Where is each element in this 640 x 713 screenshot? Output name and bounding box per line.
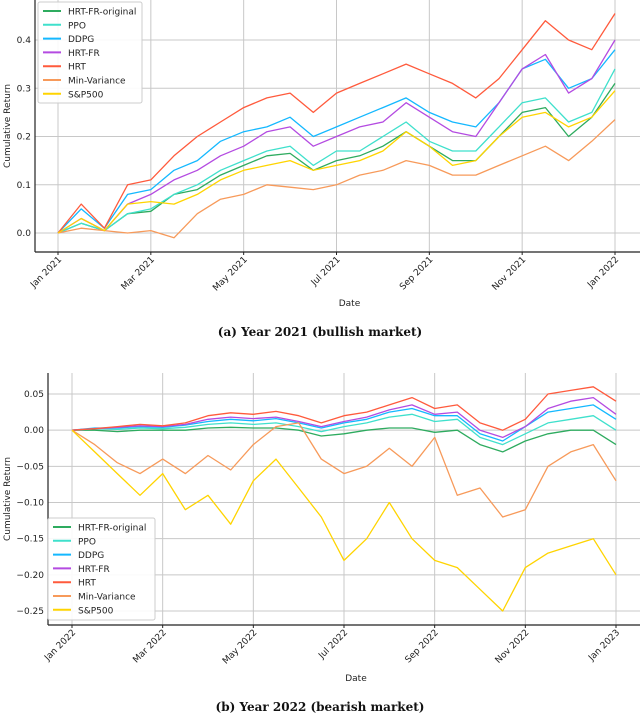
legend-label: HRT-FR-original bbox=[78, 524, 146, 534]
series-line-hrt bbox=[57, 13, 616, 234]
y-tick-label: 0.0 bbox=[17, 229, 32, 239]
legend-label: HRT bbox=[78, 579, 96, 589]
y-axis-label: Cumulative Return bbox=[3, 457, 13, 541]
y-tick-label: 0.3 bbox=[17, 84, 31, 94]
legend-label: HRT-FR bbox=[68, 49, 100, 59]
legend-label: Min-Variance bbox=[78, 593, 136, 603]
legend-label: S&P500 bbox=[68, 90, 104, 100]
y-axis-label: Cumulative Return bbox=[3, 84, 13, 168]
series-line-min-variance bbox=[71, 422, 617, 518]
legend-box bbox=[37, 1, 143, 104]
y-tick-label: −0.05 bbox=[16, 462, 44, 472]
legend: HRT-FR-original PPO DDPG HRT-FR HRT Min-Varia… bbox=[47, 517, 156, 621]
chart-2022: 0.05 0.00 −0.05 −0.10 −0.15 −0.20 −0.25 Jan 202… bbox=[3, 373, 640, 713]
series-line-s-p500 bbox=[57, 90, 616, 234]
y-tick-label: 0.4 bbox=[17, 36, 32, 46]
x-axis-label: Date bbox=[339, 299, 361, 309]
y-tick-label: 0.05 bbox=[24, 390, 44, 400]
series-line-min-variance bbox=[57, 119, 616, 239]
chart-caption: (b) Year 2022 (bearish market) bbox=[216, 700, 425, 713]
x-tick-label: Jan 2022 bbox=[585, 255, 621, 291]
x-axis-label: Date bbox=[345, 674, 367, 684]
legend-label: HRT-FR-original bbox=[68, 8, 136, 18]
x-tick-label: Nov 2022 bbox=[494, 628, 532, 666]
legend-label: DDPG bbox=[78, 551, 104, 561]
series-line-ppo bbox=[57, 68, 616, 234]
x-tick-label: Sep 2022 bbox=[403, 628, 440, 665]
y-tick-label: −0.20 bbox=[16, 571, 44, 581]
x-tick-label: May 2022 bbox=[221, 628, 259, 666]
x-tick-label: Jan 2022 bbox=[42, 628, 78, 664]
legend-label: HRT bbox=[68, 63, 86, 73]
chart-caption: (a) Year 2021 (bullish market) bbox=[218, 325, 422, 339]
series-line-ppo bbox=[71, 413, 617, 446]
legend-label: Min-Variance bbox=[68, 77, 126, 87]
series-line-hrt-fr-original bbox=[72, 426, 617, 453]
legend-label: PPO bbox=[68, 21, 86, 31]
x-tick-label: May 2021 bbox=[211, 255, 249, 293]
legend-label: PPO bbox=[78, 537, 96, 547]
legend-box bbox=[47, 517, 156, 621]
legend-label: HRT-FR bbox=[78, 565, 110, 575]
legend-label: DDPG bbox=[68, 35, 94, 45]
y-tick-label: −0.10 bbox=[16, 499, 44, 509]
y-tick-label: 0.00 bbox=[24, 426, 44, 436]
legend-label: S&P500 bbox=[78, 606, 114, 616]
series-line-hrt-fr-original bbox=[57, 83, 616, 234]
y-tick-label: 0.2 bbox=[17, 133, 31, 143]
y-tick-label: −0.25 bbox=[16, 607, 44, 617]
x-tick-label: Mar 2021 bbox=[120, 255, 157, 292]
series-line-hrt-fr bbox=[57, 39, 616, 234]
series-line-hrt bbox=[71, 386, 617, 431]
x-tick-label: Jan 2021 bbox=[28, 255, 64, 291]
chart-2021: 0.0 0.1 0.2 0.3 0.4 Jan 2021 Mar 2021 May 2021 J… bbox=[3, 0, 640, 339]
y-tick-label: 0.1 bbox=[17, 181, 31, 191]
x-tick-label: Jan 2023 bbox=[586, 628, 622, 664]
x-tick-label: Mar 2022 bbox=[131, 628, 168, 665]
legend: HRT-FR-original PPO DDPG HRT-FR HRT Min-Varia… bbox=[37, 1, 143, 104]
x-tick-label: Sep 2021 bbox=[398, 255, 435, 292]
x-tick-label: Jul 2022 bbox=[316, 628, 350, 662]
y-tick-label: −0.15 bbox=[16, 535, 44, 545]
x-tick-label: Nov 2021 bbox=[491, 255, 529, 293]
series-line-s-p500 bbox=[71, 429, 617, 612]
series-line-hrt-fr bbox=[71, 396, 617, 439]
x-tick-label: Jul 2021 bbox=[309, 255, 343, 289]
